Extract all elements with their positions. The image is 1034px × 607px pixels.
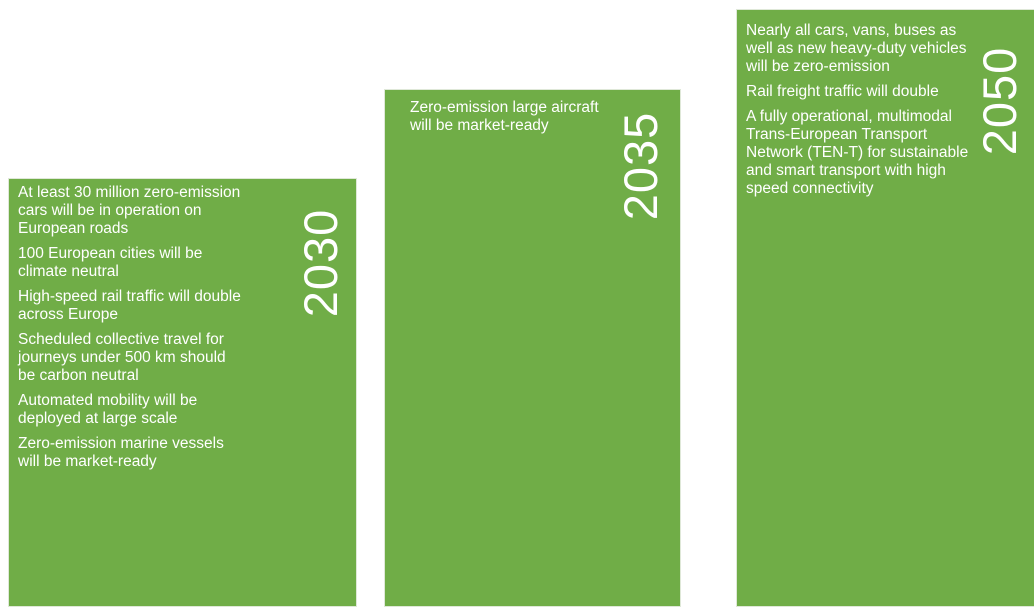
panel-2050-items: Nearly all cars, vans, buses as well as … — [746, 22, 976, 205]
panel-2050-item: A fully operational, multimodal Trans-Eu… — [746, 108, 969, 197]
year-label-2050: 2050 — [973, 46, 1026, 156]
panel-2035-items: Zero-emission large aircraft will be mar… — [410, 99, 610, 142]
panel-2030-item: Scheduled collective travel for journeys… — [18, 331, 226, 384]
panel-2030-items: At least 30 million zero-emission cars w… — [18, 184, 243, 478]
panel-2030-item: At least 30 million zero-emission cars w… — [18, 184, 241, 237]
panel-2030-item: 100 European cities will be climate neut… — [18, 245, 203, 280]
panel-2050-item: Nearly all cars, vans, buses as well as … — [746, 22, 967, 75]
year-label-2035: 2035 — [614, 111, 667, 221]
year-label-2030: 2030 — [294, 208, 347, 318]
panel-2050-item: Rail freight traffic will double — [746, 83, 939, 100]
panel-2030-item: High-speed rail traffic will double acro… — [18, 288, 241, 323]
panel-2030-item: Zero-emission marine vessels will be mar… — [18, 435, 224, 470]
panel-2030: At least 30 million zero-emission cars w… — [8, 178, 357, 607]
panel-2030-item: Automated mobility will be deployed at l… — [18, 392, 198, 427]
panel-2035: Zero-emission large aircraft will be mar… — [384, 89, 681, 607]
panel-2050: Nearly all cars, vans, buses as well as … — [736, 9, 1034, 607]
panel-2035-item: Zero-emission large aircraft will be mar… — [410, 99, 599, 134]
